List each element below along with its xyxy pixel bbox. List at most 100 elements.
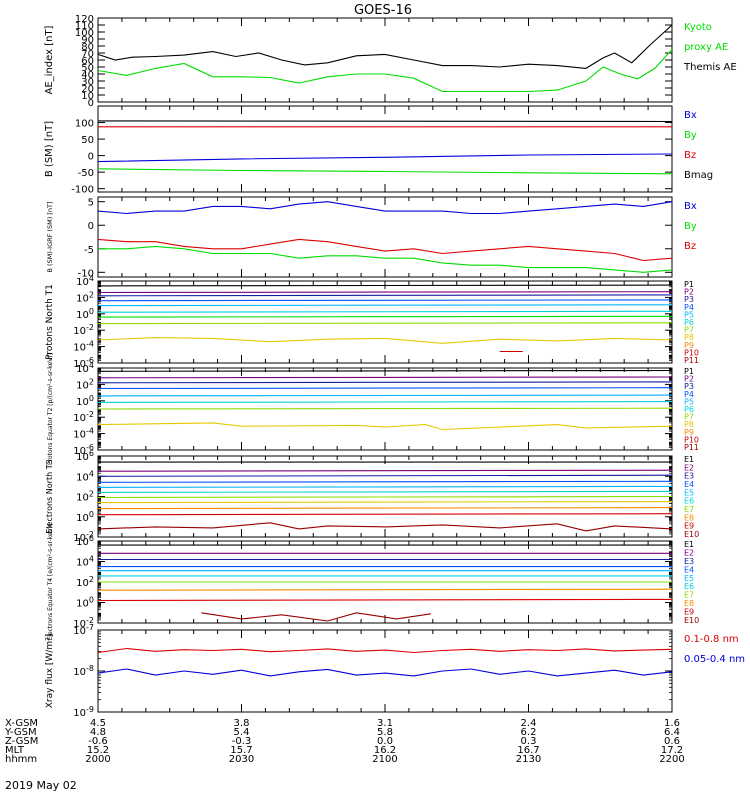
y-tick-label: -100 [71, 185, 94, 196]
y-tick-label: 104 [76, 555, 94, 569]
series-line-2 [97, 291, 673, 294]
y-tick-label: 120 [75, 14, 94, 25]
y-tick-label: 102 [76, 490, 94, 504]
ephem-row-label: Y-GSM [4, 727, 37, 738]
ephem-value: 2130 [516, 754, 541, 765]
legend-entry: E3 [684, 472, 694, 481]
series-line-2 [97, 376, 673, 379]
legend-entry: E5 [684, 488, 694, 497]
ephem-value: 3.8 [234, 718, 250, 729]
ephem-value: 2.4 [521, 718, 537, 729]
y-tick-label: 50 [81, 63, 94, 74]
y-axis-label: Protons Equator T2 [p/(cm²-s-sr-keV)] [47, 353, 54, 465]
legend-entry: By [684, 221, 697, 232]
ephem-value: 2100 [372, 754, 397, 765]
y-tick-label: 104 [76, 469, 94, 483]
series-line-9 [97, 337, 673, 344]
legend-entry: Kyoto [684, 22, 712, 33]
legend-entry: By [684, 130, 697, 141]
panel-3: -10 -5 0 5 B (SM)-IGRF (SM) [nT] Bx By Bz [46, 196, 697, 279]
y-tick-label: 104 [76, 361, 94, 375]
y-tick-label: 106 [76, 534, 94, 548]
series-line-1 [97, 120, 673, 123]
y-tick-label: 10-7 [73, 623, 94, 637]
ephem-value: 2000 [85, 754, 110, 765]
ephem-value: 4.8 [90, 727, 106, 738]
series-line-9 [97, 507, 673, 510]
legend-entry: P1 [684, 367, 694, 376]
series-line-8 [97, 422, 673, 431]
series-line-4 [97, 168, 673, 175]
legend-entry: E2 [684, 548, 694, 557]
series-line-7 [97, 407, 673, 410]
series-line-3 [97, 474, 673, 477]
y-tick-label: 100 [76, 394, 94, 408]
panel-8: 10-9 10-8 10-7 Xray flux [W/m²] 0.1-0.8 nm 0.… [45, 623, 745, 719]
series-line-4 [97, 387, 673, 390]
y-tick-label: -5 [84, 245, 94, 256]
series-line-4 [97, 299, 673, 302]
legend-entry: P7 [684, 326, 694, 335]
ephem-value: 6.2 [521, 727, 537, 738]
legend-entry: P4 [684, 303, 694, 312]
panel-7: 10-2 100 102 104 106 Electrons Equator T4 [e/… [47, 523, 699, 640]
y-tick-label: 100 [75, 119, 94, 130]
panel-frame [97, 17, 673, 103]
panel-frame [97, 196, 673, 278]
ephem-value: 17.2 [661, 745, 683, 756]
y-tick-label: 20 [81, 84, 94, 95]
y-tick-label: 10-8 [73, 664, 94, 678]
y-tick-label: 40 [81, 70, 94, 81]
series-line-2 [97, 238, 673, 262]
legend-entry: E6 [684, 497, 694, 506]
y-tick-label: 0 [88, 221, 94, 232]
y-tick-label: 10-2 [73, 323, 94, 337]
ephem-value: 1.6 [664, 718, 680, 729]
series-line-8 [97, 588, 673, 591]
y-tick-label: 30 [81, 77, 94, 88]
y-tick-label: 80 [81, 42, 94, 53]
legend-entry: E3 [684, 557, 694, 566]
ephem-value: 3.1 [377, 718, 393, 729]
ephem-value: 15.7 [230, 745, 252, 756]
y-axis-label: Xray flux [W/m²] [45, 634, 55, 708]
ephem-value: 6.4 [664, 727, 680, 738]
panel-frame [97, 280, 673, 364]
series-line-5 [97, 304, 673, 307]
legend-entry: E9 [684, 522, 694, 531]
legend-entry: P8 [684, 420, 694, 429]
y-tick-label: -10 [78, 268, 94, 279]
date-label: 2019 May 02 [5, 779, 77, 792]
legend-entry: 0.1-0.8 nm [684, 634, 739, 645]
y-tick-label: 10-4 [73, 340, 94, 354]
legend-entry: P5 [684, 397, 694, 406]
legend-entry: E10 [684, 616, 699, 625]
series-line-10 [201, 612, 431, 622]
y-tick-label: 100 [76, 510, 94, 524]
legend-entry: P3 [684, 382, 694, 391]
y-tick-label: 100 [76, 307, 94, 321]
series-line-2 [97, 469, 673, 472]
legend-entry: E1 [684, 540, 694, 549]
series-line-3 [97, 294, 673, 297]
legend-entry: P1 [684, 280, 694, 289]
ephem-value: 2030 [229, 754, 254, 765]
y-tick-label: 104 [76, 274, 94, 288]
y-tick-label: 0 [88, 152, 94, 163]
legend-entry: P9 [684, 341, 694, 350]
y-tick-label: 10-9 [73, 705, 94, 719]
panel-5: 10-6 10-4 10-2 100 102 104 Protons Equator T2 … [47, 353, 699, 465]
y-tick-label: 102 [76, 575, 94, 589]
legend-entry: P10 [684, 435, 699, 444]
y-tick-label: 10-6 [73, 443, 94, 457]
series-line-4 [97, 480, 673, 483]
legend-entry: E10 [684, 530, 699, 539]
legend-entry: P2 [684, 375, 694, 384]
ephem-value: 16.2 [374, 745, 396, 756]
series-line-1 [97, 201, 673, 215]
legend-entry: E6 [684, 582, 694, 591]
y-tick-label: 110 [75, 21, 94, 32]
legend-entry: E4 [684, 565, 694, 574]
y-tick-label: 50 [81, 135, 94, 146]
legend-entry: Bz [684, 150, 696, 161]
